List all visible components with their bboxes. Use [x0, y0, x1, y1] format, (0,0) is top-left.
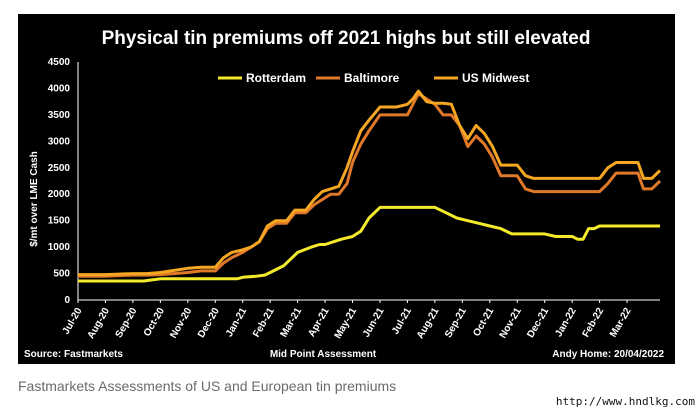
x-tick-label: Nov-20	[168, 306, 194, 341]
x-tick-label: Aug-20	[86, 306, 113, 341]
x-tick-label: Jun-21	[361, 306, 387, 340]
axes	[77, 62, 660, 301]
x-tick-label: Sep-20	[114, 306, 140, 340]
y-tick-label: 0	[64, 295, 70, 306]
series-line-baltimore	[78, 92, 662, 278]
y-axis-label: $/mt over LME Cash	[29, 151, 40, 247]
x-tick-label: May-21	[333, 306, 360, 341]
legend: Rotterdam Baltimore US Midwest	[218, 71, 529, 85]
legend-label: Baltimore	[344, 71, 400, 85]
tin-premium-chart: Physical tin premiums off 2021 highs but…	[24, 28, 664, 360]
figure-caption: Fastmarkets Assessments of US and Europe…	[18, 378, 397, 394]
x-tick-label: Aug-21	[415, 306, 442, 341]
x-tick-label: Jul-21	[390, 306, 414, 337]
x-tick-label: Oct-21	[471, 306, 496, 339]
y-tick-label: 500	[53, 269, 70, 280]
y-axis-ticks: 0 500 1000 1500 2000 2500 3000 3500 4000 4500	[48, 57, 71, 306]
series-line-us-midwest	[78, 89, 662, 277]
watermark-url: http://www.hndlkg.com	[555, 395, 695, 408]
x-tick-label: Mar-21	[279, 306, 305, 340]
credit-label: Andy Home: 20/04/2022	[552, 349, 664, 360]
y-tick-label: 1000	[48, 242, 71, 253]
x-tick-label: Feb-22	[581, 306, 607, 340]
x-tick-label: Feb-21	[251, 306, 277, 340]
y-tick-label: 1500	[48, 216, 71, 227]
x-tick-label: Jan-21	[224, 306, 250, 339]
series-line-rotterdam	[78, 205, 660, 283]
chart-title: Physical tin premiums off 2021 highs but…	[102, 28, 591, 49]
y-tick-label: 2500	[48, 163, 71, 174]
y-tick-label: 3500	[48, 110, 71, 121]
x-tick-label: Jul-20	[61, 306, 85, 337]
y-tick-label: 4000	[48, 83, 71, 94]
x-tick-label: Nov-21	[498, 306, 524, 341]
x-tick-label: Sep-21	[443, 306, 469, 340]
chart-panel: Physical tin premiums off 2021 highs but…	[18, 14, 675, 364]
series-lines	[78, 89, 662, 283]
x-tick-label: Dec-20	[196, 306, 222, 340]
y-tick-label: 4500	[48, 57, 71, 68]
x-tick-label: Apr-21	[306, 306, 332, 339]
y-tick-label: 3000	[48, 136, 71, 147]
x-tick-label: Oct-20	[142, 306, 167, 339]
legend-label: Rotterdam	[246, 71, 306, 85]
y-tick-label: 2000	[48, 189, 71, 200]
legend-label: US Midwest	[462, 71, 529, 85]
x-axis-label: Mid Point Assessment	[270, 349, 377, 360]
x-tick-label: Dec-21	[525, 306, 551, 340]
x-axis-ticks: Jul-20 Aug-20 Sep-20 Oct-20 Nov-20 Dec-20 Jan-…	[61, 300, 634, 341]
x-tick-label: Mar-22	[608, 306, 634, 340]
x-tick-label: Jan-22	[553, 306, 579, 339]
source-label: Source: Fastmarkets	[24, 349, 123, 360]
